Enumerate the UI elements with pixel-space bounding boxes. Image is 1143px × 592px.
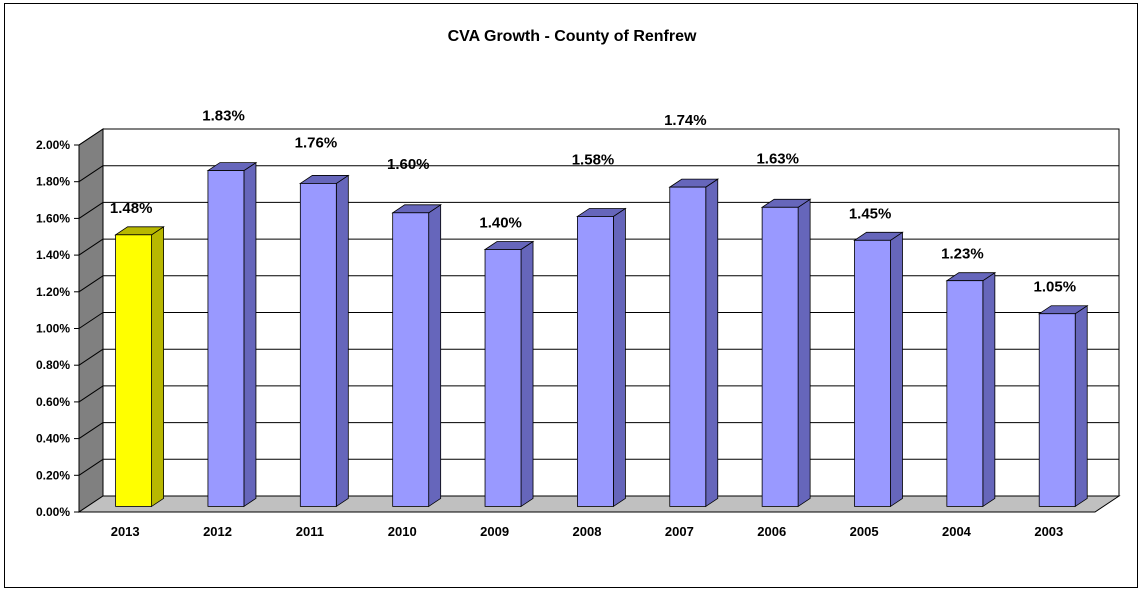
bar-side [890, 231, 903, 508]
x-tick-label: 2005 [850, 524, 879, 539]
bar [392, 212, 430, 507]
gridline-side [78, 422, 104, 440]
x-tick-label: 2007 [665, 524, 694, 539]
data-label: 1.45% [849, 205, 892, 222]
bar-side [613, 207, 626, 508]
x-tick-label: 2006 [757, 524, 786, 539]
data-label: 1.23% [941, 246, 984, 263]
bar [299, 183, 337, 507]
bar-side [797, 198, 811, 508]
data-label: 1.83% [202, 108, 245, 125]
x-tick-label: 2003 [1034, 524, 1063, 539]
x-tick-label: 2008 [573, 524, 602, 539]
y-tick-label: 0.40% [36, 432, 70, 446]
bar-side [243, 161, 257, 508]
y-tick-label: 1.00% [36, 322, 70, 336]
y-tick-label: 0.60% [36, 395, 70, 409]
gridline-side [78, 128, 104, 146]
gridline-side [78, 348, 104, 366]
bar-side [1074, 304, 1088, 508]
chart-title: CVA Growth - County of Renfrew [447, 28, 697, 45]
gridline-side [78, 312, 104, 329]
chart-plot: 0.00% 0.20% 0.40% 0.60% 0.80% 1.00% 1.20% 1.40%… [36, 108, 1121, 539]
data-label: 1.74% [664, 112, 707, 129]
bar-side [982, 271, 996, 508]
bar [1038, 313, 1076, 507]
x-tick-label: 2004 [942, 524, 972, 539]
x-tick-label: 2012 [203, 524, 232, 539]
x-tick-label: 2009 [480, 524, 509, 539]
bar-side [335, 174, 349, 508]
bar-side [520, 240, 534, 508]
bar [577, 216, 614, 507]
data-label: 1.58% [572, 151, 615, 168]
y-tick-label: 1.60% [36, 211, 70, 225]
bar-side [151, 226, 164, 508]
y-tick-label: 1.40% [36, 248, 70, 262]
data-label: 1.60% [387, 156, 430, 173]
x-tick-label: 2011 [296, 524, 324, 539]
bar [669, 186, 707, 507]
gridline-side [78, 275, 104, 293]
gridline-side [78, 165, 104, 183]
bar-side [705, 178, 719, 508]
x-tick-label: 2013 [111, 524, 140, 539]
gridline-side [78, 385, 104, 403]
y-tick-label: 1.80% [36, 175, 70, 189]
bar [115, 234, 152, 507]
data-label: 1.63% [756, 150, 799, 167]
gridline-side [78, 201, 104, 219]
y-tick-label: 1.20% [36, 285, 70, 299]
bar [854, 239, 891, 507]
data-label: 1.48% [110, 200, 153, 217]
gridline-side [78, 458, 104, 476]
gridline-side [78, 238, 104, 256]
data-label: 1.40% [479, 215, 522, 232]
bar-side [428, 204, 442, 508]
y-tick-label: 0.00% [36, 505, 70, 519]
y-tick-label: 0.20% [36, 468, 70, 482]
bar [761, 206, 799, 507]
x-tick-label: 2010 [388, 524, 417, 539]
chart-frame: CVA Growth - County of Renfrew 0.00% 0.20… [4, 3, 1138, 588]
bar [946, 280, 984, 507]
y-tick-label: 2.00% [36, 138, 70, 152]
data-label: 1.05% [1034, 279, 1077, 296]
y-tick-label: 0.80% [36, 358, 70, 372]
data-label: 1.76% [295, 134, 338, 151]
bar [484, 249, 522, 507]
bar [207, 170, 245, 507]
